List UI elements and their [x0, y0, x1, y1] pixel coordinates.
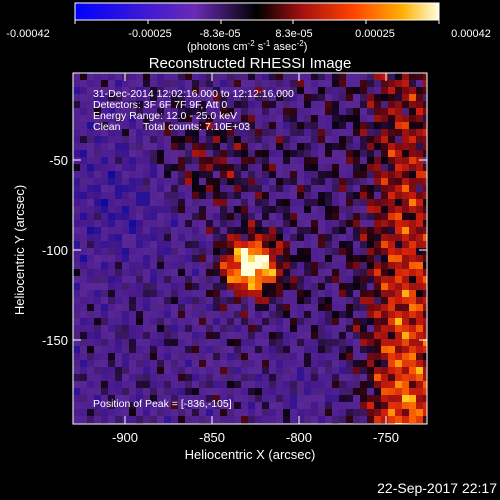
annotation-energy-range: Energy Range: 12.0 - 25.0 keV [93, 110, 237, 122]
plot-frame [72, 72, 428, 425]
annotation-clean-method: Clean [93, 121, 121, 133]
colorbar-tick-label: -8.3e-05 [200, 28, 241, 40]
x-axis-ticks [124, 73, 387, 424]
x-tick-label: -850 [199, 430, 225, 445]
plot-timestamp: 22-Sep-2017 22:17 [377, 480, 497, 496]
y-tick-label: -100 [42, 243, 68, 258]
x-tick-label: -900 [112, 430, 138, 445]
y-axis-ticks [73, 159, 427, 341]
colorbar-tick-label: 0.00025 [355, 28, 395, 40]
annotation-total-counts: Total counts: 7.10E+03 [143, 121, 250, 133]
x-tick-label: -800 [286, 430, 312, 445]
colorbar-units: (photons cm-2 s-1 asec-2) [187, 39, 307, 53]
colorbar-tick-label: -0.00025 [128, 28, 171, 40]
annotation-time-range: 31-Dec-2014 12:02:16.000 to 12:12:16.000 [93, 88, 294, 100]
y-tick-label: -50 [49, 153, 68, 168]
plot-title: Reconstructed RHESSI Image [149, 55, 352, 72]
y-tick-label: -150 [42, 333, 68, 348]
colorbar-tick-label: 0.00042 [451, 28, 491, 40]
annotation-detectors: Detectors: 3F 6F 7F 9F, Att 0 [93, 99, 227, 111]
y-axis-label: Heliocentric Y (arcsec) [12, 185, 27, 315]
annotation-peak-position: Position of Peak = [-836,-105] [93, 398, 232, 410]
colorbar-gradient [74, 2, 440, 21]
colorbar-tick-label: -0.00042 [6, 28, 49, 40]
rhessi-image [73, 73, 427, 424]
x-axis-label: Heliocentric X (arcsec) [185, 447, 316, 462]
x-tick-label: -750 [373, 430, 399, 445]
colorbar-tick-label: 8.3e-05 [275, 28, 312, 40]
colorbar: -0.00042 -0.00025 -8.3e-05 8.3e-05 0.000… [6, 2, 491, 53]
